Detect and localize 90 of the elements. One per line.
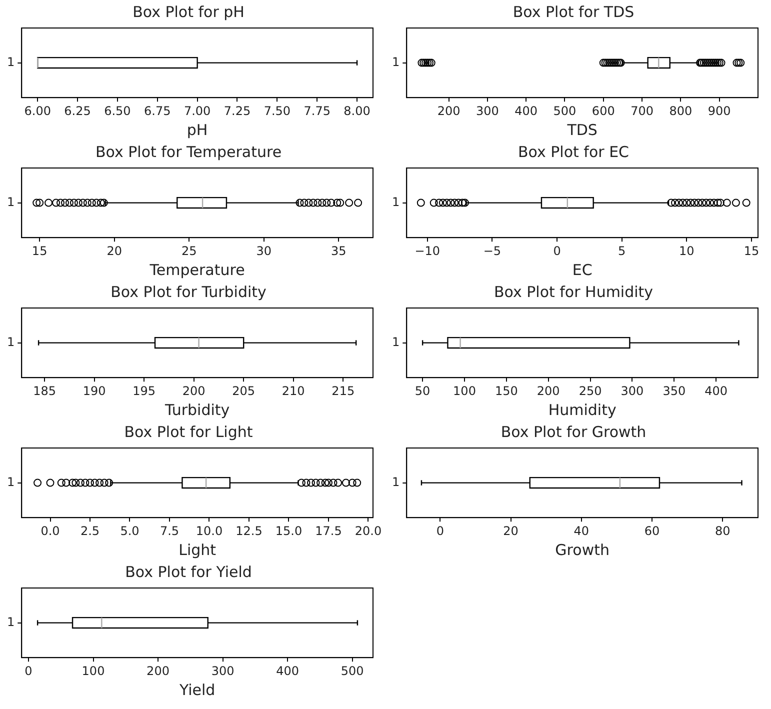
x-tick-label: 300	[476, 104, 499, 118]
y-tick-label: 1	[6, 474, 15, 489]
x-tick-label: 500	[340, 664, 364, 678]
x-tick-label: 190	[82, 384, 106, 398]
x-axis-title: EC	[572, 260, 592, 279]
y-tick-label: 1	[392, 194, 400, 209]
chart-title: Box Plot for Light	[124, 422, 253, 441]
x-tick-label: 7.50	[264, 104, 291, 118]
y-tick-label: 1	[6, 614, 15, 629]
chart-title: Box Plot for Growth	[500, 422, 646, 441]
y-tick-label: 1	[392, 334, 400, 349]
x-tick-label: 700	[630, 104, 654, 118]
y-tick-label: 1	[392, 474, 400, 489]
x-tick-label: 210	[282, 384, 305, 398]
x-tick-label: 200	[536, 384, 560, 398]
chart-title: Box Plot for Turbidity	[110, 282, 267, 301]
x-tick-label: 20.0	[354, 524, 382, 538]
x-tick-label: 300	[211, 664, 234, 678]
y-tick-label: 1	[6, 54, 15, 69]
x-tick-label: 60	[644, 524, 660, 538]
chart-title: Box Plot for Yield	[125, 562, 252, 581]
x-tick-label: 80	[715, 524, 730, 538]
x-tick-label: 500	[553, 104, 576, 118]
x-tick-label: 205	[232, 384, 256, 398]
x-tick-label: 35	[330, 244, 346, 258]
x-axis-title: Temperature	[148, 260, 245, 279]
x-tick-label: 8.00	[344, 104, 370, 118]
x-tick-label: 215	[332, 384, 355, 398]
x-tick-label: 600	[592, 104, 615, 118]
x-tick-label: 20	[503, 524, 518, 538]
y-tick-label: 1	[6, 334, 15, 349]
chart-title: Box Plot for EC	[518, 142, 630, 161]
y-tick-label: 1	[392, 54, 400, 69]
x-tick-label: 2.5	[80, 524, 100, 538]
x-tick-label: 185	[33, 384, 56, 398]
y-tick-label: 1	[6, 194, 15, 209]
x-tick-label: 25	[181, 244, 197, 258]
x-tick-label: 20	[106, 244, 122, 258]
x-tick-label: 6.25	[64, 104, 91, 118]
x-tick-label: 7.00	[184, 104, 211, 118]
x-tick-label: 12.5	[236, 524, 262, 538]
x-tick-label: −10	[414, 244, 440, 258]
x-tick-label: 400	[704, 384, 728, 398]
x-tick-label: 0	[24, 664, 32, 678]
x-tick-label: 10.0	[196, 524, 223, 538]
x-axis-title: Humidity	[548, 400, 616, 419]
x-tick-label: 17.5	[315, 524, 342, 538]
x-axis-title: Yield	[178, 680, 216, 699]
x-tick-label: 10	[679, 244, 694, 258]
x-tick-label: 400	[276, 664, 299, 678]
x-tick-label: 100	[453, 384, 476, 398]
x-tick-label: 200	[437, 104, 460, 118]
x-tick-label: −5	[483, 244, 502, 258]
x-axis-title: Light	[178, 540, 216, 559]
x-tick-label: 0.0	[40, 524, 60, 538]
x-tick-label: 100	[82, 664, 105, 678]
x-tick-label: 800	[669, 104, 692, 118]
x-tick-label: 5.0	[120, 524, 140, 538]
x-tick-label: 6.00	[24, 104, 51, 118]
x-tick-label: 0	[553, 244, 561, 258]
x-tick-label: 150	[494, 384, 518, 398]
x-tick-label: 250	[578, 384, 602, 398]
x-axis-title: TDS	[566, 120, 598, 139]
chart-title: Box Plot for TDS	[512, 2, 634, 21]
chart-title: Box Plot for Humidity	[494, 282, 654, 301]
x-tick-label: 6.50	[104, 104, 131, 118]
x-tick-label: 15	[744, 244, 760, 258]
x-tick-label: 7.75	[304, 104, 330, 118]
chart-title: Box Plot for Temperature	[95, 142, 282, 161]
x-tick-label: 300	[620, 384, 644, 398]
x-tick-label: 400	[514, 104, 538, 118]
x-tick-label: 6.75	[144, 104, 171, 118]
x-axis-title: Turbidity	[164, 400, 230, 419]
chart-title: Box Plot for pH	[132, 2, 244, 21]
x-tick-label: 40	[574, 524, 590, 538]
x-tick-label: 900	[708, 104, 731, 118]
x-tick-label: 0	[436, 524, 444, 538]
x-tick-label: 15.0	[275, 524, 302, 538]
x-tick-label: 7.5	[160, 524, 180, 538]
x-tick-label: 200	[182, 384, 206, 398]
x-tick-label: 7.25	[224, 104, 251, 118]
x-tick-label: 195	[132, 384, 156, 398]
x-tick-label: 5	[618, 244, 626, 258]
x-tick-label: 30	[256, 244, 272, 258]
x-tick-label: 50	[414, 384, 430, 398]
x-axis-title: pH	[186, 120, 208, 139]
x-tick-label: 200	[146, 664, 170, 678]
x-tick-label: 15	[32, 244, 48, 258]
x-axis-title: Growth	[555, 540, 610, 559]
x-tick-label: 350	[662, 384, 686, 398]
